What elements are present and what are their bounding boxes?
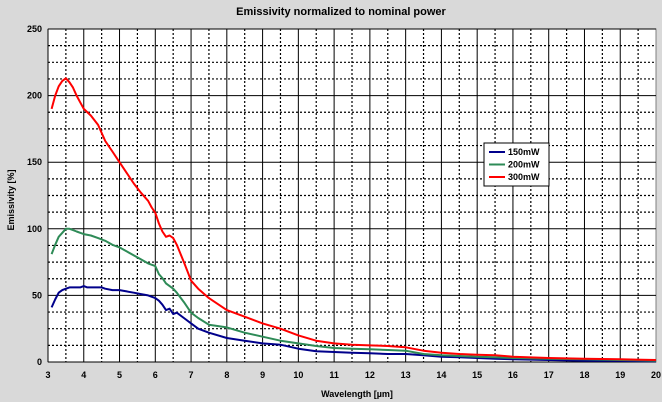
x-tick-label: 19 [615, 370, 625, 380]
chart-title: Emissivity normalized to nominal power [236, 6, 446, 18]
x-tick-label: 11 [329, 370, 339, 380]
series-lines [50, 77, 657, 363]
x-tick-label: 4 [81, 370, 86, 380]
x-tick-label: 17 [544, 370, 554, 380]
y-tick-labels: 0 50 100 150 200 250 [27, 24, 42, 367]
x-tick-label: 18 [579, 370, 589, 380]
y-tick-label: 50 [32, 290, 42, 300]
y-tick-label: 150 [27, 157, 42, 167]
series-line-200mW [50, 227, 657, 362]
legend-label: 150mW [508, 147, 540, 157]
x-tick-label: 16 [508, 370, 518, 380]
x-tick-label: 14 [436, 370, 446, 380]
x-tick-label: 9 [260, 370, 265, 380]
x-tick-label: 12 [365, 370, 375, 380]
x-tick-label: 3 [45, 370, 50, 380]
x-tick-label: 10 [293, 370, 303, 380]
x-tick-label: 15 [472, 370, 482, 380]
x-tick-label: 5 [117, 370, 122, 380]
major-gridlines [47, 28, 656, 363]
legend: 150mW 200mW 300mW [483, 142, 550, 187]
legend-label: 200mW [508, 160, 540, 170]
y-axis-label: Emissivity [%] [6, 169, 16, 230]
y-tick-label: 200 [27, 91, 42, 101]
x-tick-labels: 3 4 5 6 7 8 9 10 11 12 13 14 15 16 17 18 19 20 [45, 370, 661, 380]
x-tick-label: 8 [224, 370, 229, 380]
legend-label: 300mW [508, 172, 540, 182]
x-tick-label: 6 [153, 370, 158, 380]
x-tick-label: 7 [189, 370, 194, 380]
series-line-150mW [50, 285, 657, 363]
x-tick-label: 13 [401, 370, 411, 380]
y-tick-label: 0 [37, 357, 42, 367]
x-tick-label: 20 [651, 370, 661, 380]
y-tick-label: 100 [27, 224, 42, 234]
series-line-300mW [50, 77, 657, 361]
x-axis-label: Wavelength [µm] [321, 389, 393, 399]
y-tick-label: 250 [27, 24, 42, 34]
